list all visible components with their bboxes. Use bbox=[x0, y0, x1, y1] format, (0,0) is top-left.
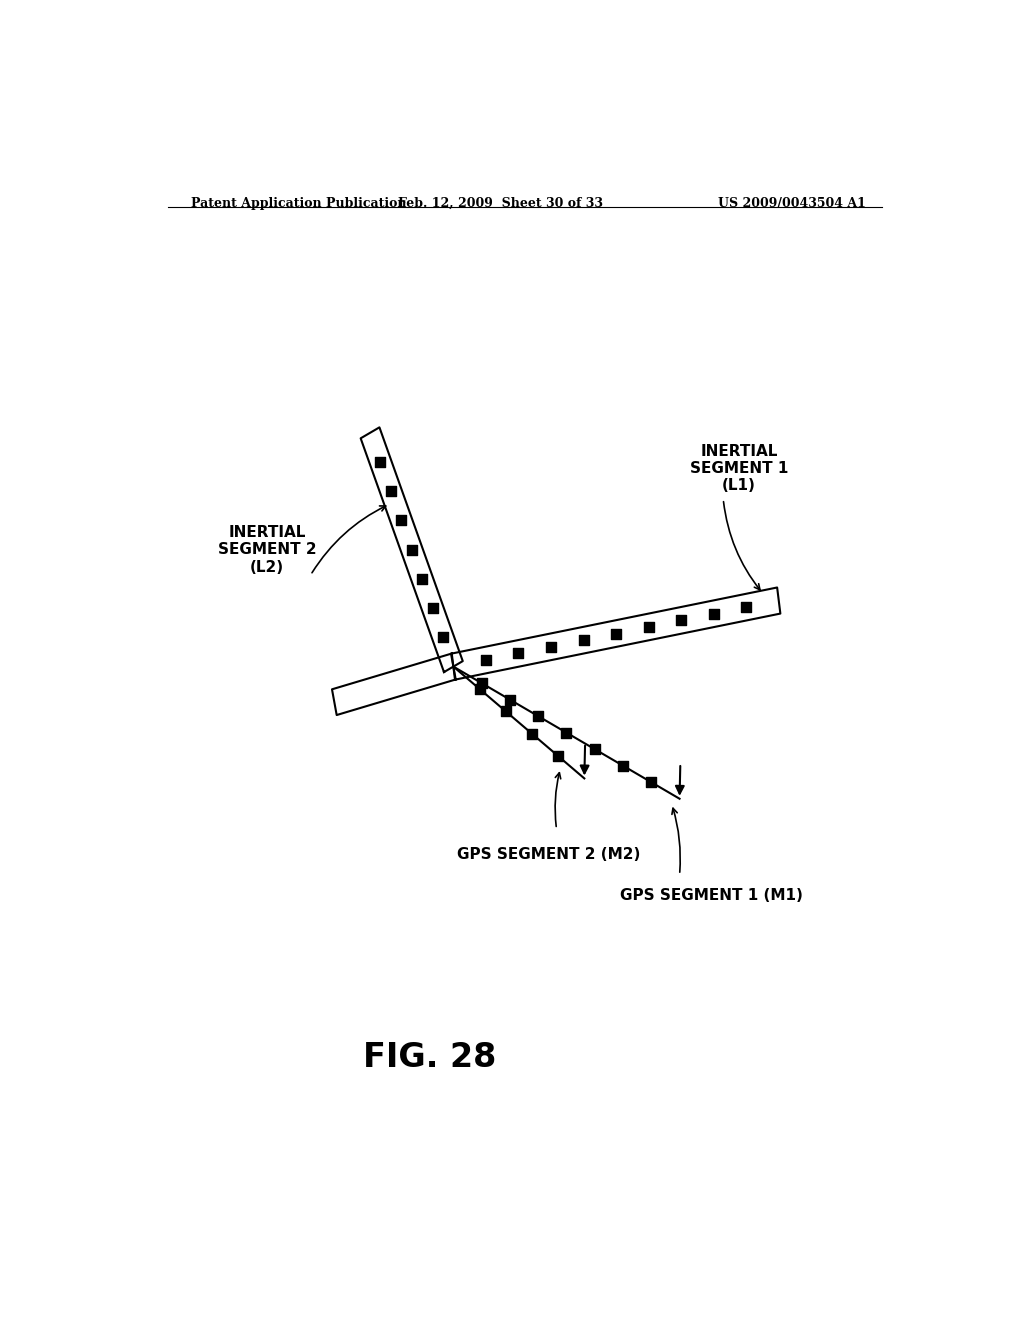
Point bbox=[543, 636, 559, 657]
Text: INERTIAL
SEGMENT 1
(L1): INERTIAL SEGMENT 1 (L1) bbox=[690, 444, 788, 494]
Point bbox=[383, 480, 399, 502]
Point bbox=[558, 722, 574, 743]
Point bbox=[510, 643, 526, 664]
Polygon shape bbox=[360, 428, 463, 672]
Point bbox=[478, 649, 495, 671]
Point bbox=[424, 598, 440, 619]
Point bbox=[373, 451, 389, 473]
Text: INERTIAL
SEGMENT 2
(L2): INERTIAL SEGMENT 2 (L2) bbox=[217, 525, 316, 574]
Point bbox=[608, 623, 625, 644]
Point bbox=[706, 603, 722, 624]
Polygon shape bbox=[452, 587, 780, 680]
Point bbox=[530, 706, 547, 727]
Polygon shape bbox=[332, 653, 456, 715]
Text: GPS SEGMENT 2 (M2): GPS SEGMENT 2 (M2) bbox=[457, 847, 640, 862]
Point bbox=[502, 689, 518, 710]
Text: FIG. 28: FIG. 28 bbox=[362, 1041, 497, 1074]
Point bbox=[403, 539, 420, 560]
Point bbox=[523, 723, 540, 744]
Text: Feb. 12, 2009  Sheet 30 of 33: Feb. 12, 2009 Sheet 30 of 33 bbox=[398, 197, 603, 210]
Point bbox=[738, 597, 755, 618]
Point bbox=[643, 772, 659, 793]
Point bbox=[471, 678, 487, 700]
Text: US 2009/0043504 A1: US 2009/0043504 A1 bbox=[718, 197, 866, 210]
Point bbox=[640, 616, 656, 638]
Point bbox=[587, 739, 603, 760]
Point bbox=[473, 673, 489, 694]
Point bbox=[575, 630, 592, 651]
Point bbox=[550, 746, 566, 767]
Point bbox=[673, 610, 689, 631]
Point bbox=[614, 755, 631, 776]
Text: Patent Application Publication: Patent Application Publication bbox=[191, 197, 407, 210]
Point bbox=[393, 510, 410, 531]
Point bbox=[435, 627, 452, 648]
Text: GPS SEGMENT 1 (M1): GPS SEGMENT 1 (M1) bbox=[620, 888, 803, 903]
Point bbox=[498, 701, 514, 722]
Point bbox=[414, 569, 430, 590]
